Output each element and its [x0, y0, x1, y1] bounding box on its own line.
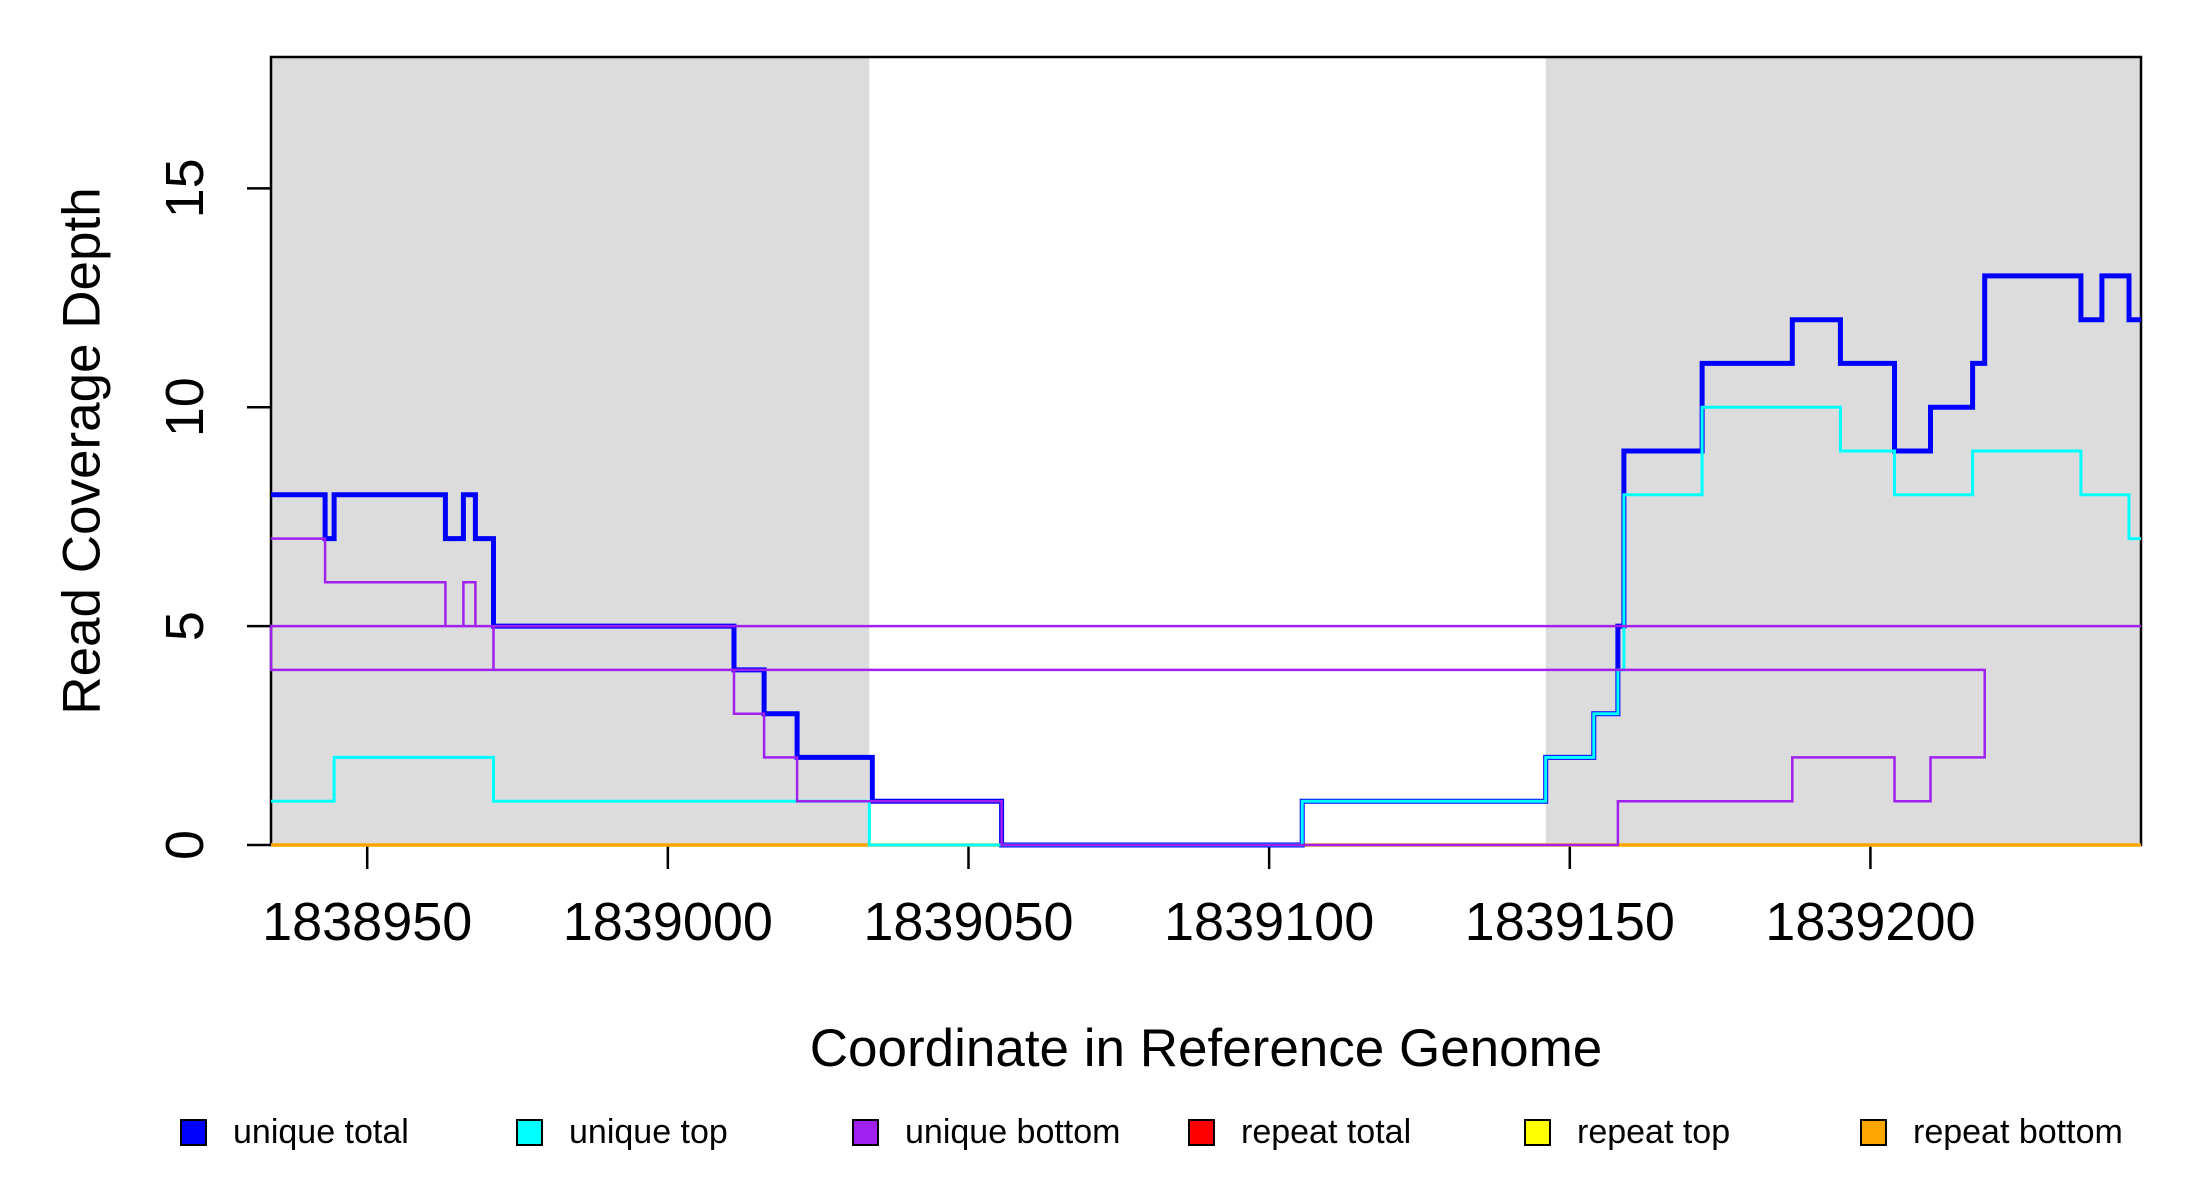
y-tick-label: 0 [155, 830, 215, 860]
x-tick-label: 1839000 [563, 892, 773, 952]
unique-top-swatch-icon [516, 1118, 543, 1146]
y-axis-title: Read Coverage Depth [52, 187, 112, 715]
x-tick-label: 1839150 [1465, 892, 1675, 952]
legend-item-unique-total: unique total [180, 1108, 409, 1156]
y-tick-label: 10 [155, 377, 215, 437]
repeat-bottom-swatch-icon [1860, 1118, 1887, 1146]
legend: unique total unique top unique bottom re… [0, 1108, 2200, 1156]
legend-label: unique bottom [905, 1112, 1121, 1151]
x-axis: 1838950 1839000 1839050 1839100 1839150 18392… [262, 845, 1976, 952]
legend-item-repeat-top: repeat top [1524, 1108, 1730, 1156]
series-unique-bottom [269, 537, 2141, 847]
x-tick-label: 1839200 [1765, 892, 1975, 952]
legend-label: repeat top [1577, 1112, 1731, 1151]
series-lines [269, 273, 2141, 848]
x-tick-label: 1839100 [1164, 892, 1374, 952]
legend-item-unique-top: unique top [516, 1108, 728, 1156]
x-tick-label: 1839050 [863, 892, 1073, 952]
legend-label: repeat total [1241, 1112, 1412, 1151]
legend-item-repeat-bottom: repeat bottom [1860, 1108, 2123, 1156]
shaded-region [271, 57, 870, 845]
unique-total-swatch-icon [180, 1118, 207, 1146]
legend-item-unique-bottom: unique bottom [852, 1108, 1121, 1156]
x-axis-title: Coordinate in Reference Genome [809, 1019, 1603, 1078]
repeat-top-swatch-icon [1524, 1118, 1551, 1146]
y-tick-label: 5 [155, 611, 215, 641]
legend-item-repeat-total: repeat total [1188, 1108, 1411, 1156]
x-tick-label: 1838950 [262, 892, 472, 952]
legend-label: unique total [233, 1112, 409, 1151]
y-tick-label: 15 [155, 158, 215, 218]
legend-label: unique top [569, 1112, 728, 1151]
repeat-total-swatch-icon [1188, 1118, 1215, 1146]
unique-bottom-swatch-icon [852, 1118, 879, 1146]
legend-label: repeat bottom [1913, 1112, 2123, 1151]
y-axis: 0 5 10 15 [155, 158, 271, 860]
